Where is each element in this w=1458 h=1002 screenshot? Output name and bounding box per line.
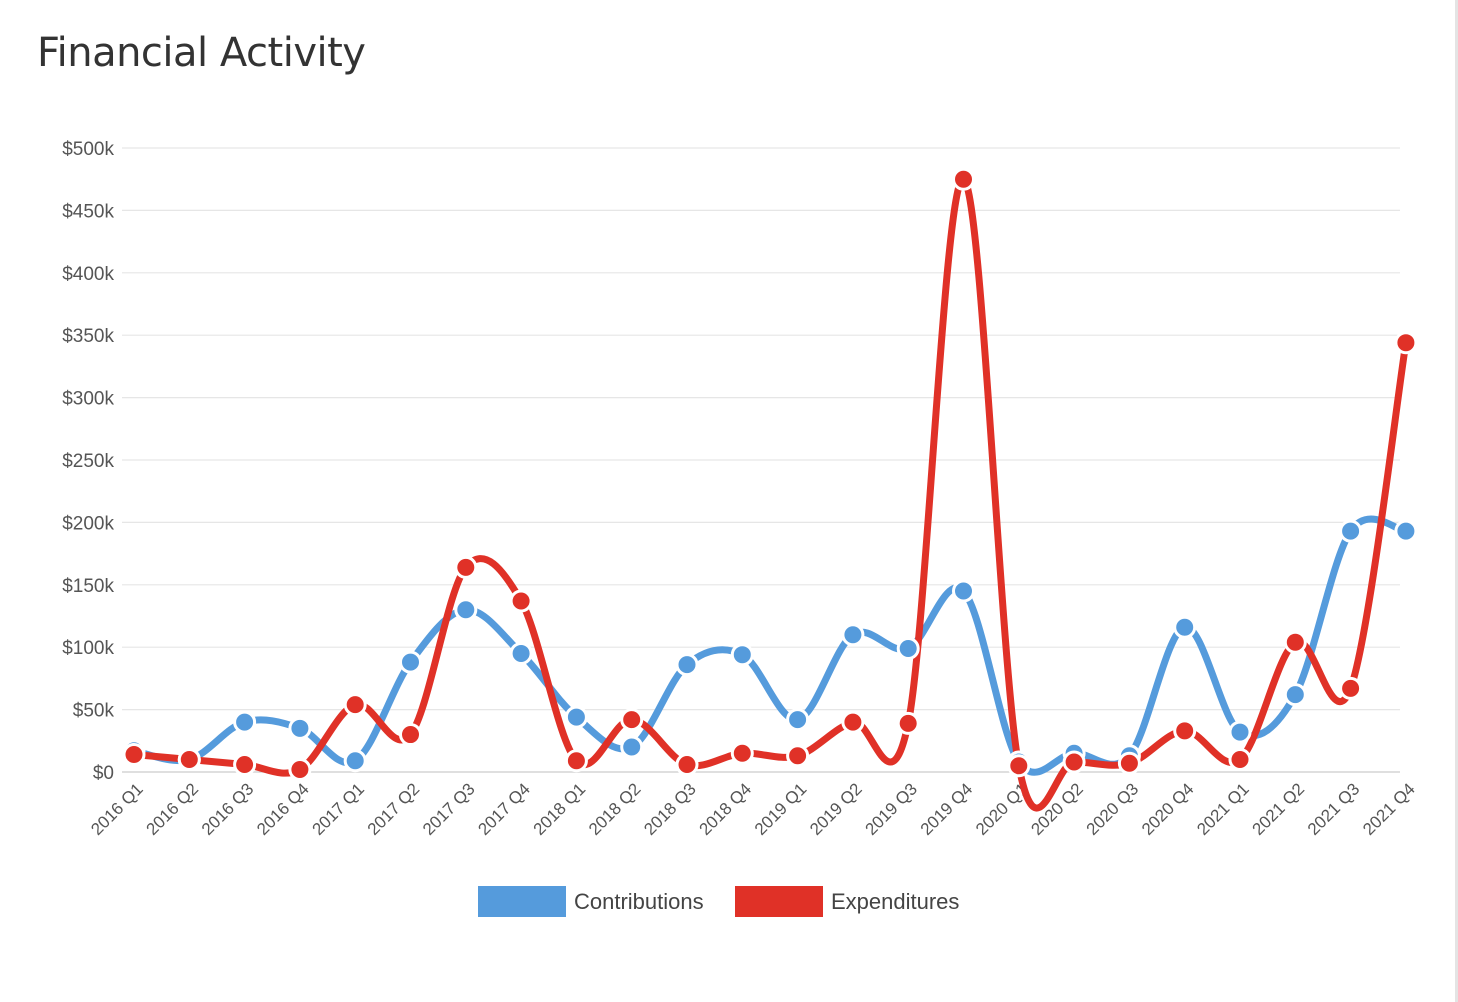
y-tick-label: $250k [62,451,114,472]
expenditures-point [1007,754,1031,778]
legend-swatch-expenditures [735,886,823,917]
expenditures-point [786,744,810,768]
x-tick-label: 2019 Q4 [917,779,977,839]
contributions-line [130,515,1410,776]
expenditures-point [1394,331,1418,355]
x-tick-label: 2016 Q3 [198,779,258,839]
x-tick-label: 2019 Q2 [806,779,866,839]
x-tick-label: 2017 Q2 [364,779,424,839]
legend: Contributions Expenditures [478,886,959,917]
expenditures-point [620,708,644,732]
series-points [122,167,1418,782]
y-axis: $0 $50k $100k $150k $200k $250k $300k $350k $400… [62,139,114,784]
expenditures-point [454,555,478,579]
y-tick-label: $450k [62,201,114,222]
contributions-point [343,749,367,773]
expenditures-point [509,589,533,613]
expenditures-point [952,167,975,191]
x-tick-label: 2016 Q4 [253,779,313,839]
x-tick-label: 2018 Q2 [585,779,645,839]
expenditures-point [564,749,588,773]
expenditures-point [177,748,201,772]
x-tick-label: 2019 Q1 [751,779,811,839]
expenditures-point [675,753,699,777]
expenditures-point [896,711,920,735]
expenditures-point [399,723,422,747]
contributions-point [1283,683,1307,707]
contributions-point [233,710,257,734]
x-tick-label: 2020 Q3 [1083,779,1143,839]
x-tick-label: 2017 Q4 [474,779,534,839]
x-tick-label: 2017 Q1 [308,779,368,839]
expenditures-point [841,710,865,734]
contributions-point [952,579,975,603]
expenditures-point [343,693,367,717]
legend-swatch-contributions [478,886,566,917]
page-edge-divider [1455,0,1458,1002]
legend-label-contributions: Contributions [574,889,704,914]
y-tick-label: $150k [62,576,114,597]
x-tick-label: 2016 Q2 [143,779,203,839]
contributions-point [454,598,478,622]
x-tick-label: 2021 Q4 [1359,779,1419,839]
contributions-point [399,650,422,674]
expenditures-point [233,753,257,777]
x-tick-label: 2021 Q3 [1304,779,1364,839]
chart-title: Financial Activity [37,30,366,76]
grid [122,147,1400,773]
contributions-point [509,641,533,665]
x-tick-label: 2017 Q3 [419,779,479,839]
y-tick-label: $200k [62,513,114,534]
expenditures-point [1228,748,1252,772]
contributions-point [841,623,865,647]
expenditures-point [730,741,754,765]
contributions-point [675,653,699,677]
series-lines [130,175,1410,812]
x-tick-label: 2021 Q1 [1193,779,1253,839]
contributions-point [786,708,810,732]
y-tick-label: $350k [62,326,114,347]
x-tick-label: 2018 Q3 [640,779,700,839]
contributions-point [1173,615,1197,639]
contributions-point [1339,519,1363,543]
y-tick-label: $400k [62,264,114,285]
expenditures-point [122,743,146,767]
y-tick-label: $300k [62,389,114,410]
legend-label-expenditures: Expenditures [831,889,959,914]
y-tick-label: $50k [73,701,115,722]
contributions-point [564,705,588,729]
contributions-point [620,735,644,759]
contributions-point [730,643,754,667]
y-tick-label: $100k [62,638,114,659]
x-tick-label: 2018 Q1 [530,779,590,839]
expenditures-line [130,175,1410,812]
y-tick-label: $0 [93,763,114,784]
expenditures-point [1062,750,1086,774]
x-tick-label: 2020 Q4 [1138,779,1198,839]
contributions-point [1394,519,1418,543]
contributions-point [896,636,920,660]
expenditures-point [1339,676,1363,700]
x-tick-label: 2019 Q3 [861,779,921,839]
x-tick-label: 2021 Q2 [1249,779,1309,839]
expenditures-point [1173,719,1197,743]
expenditures-point [1117,751,1141,775]
expenditures-point [288,758,312,782]
y-tick-label: $500k [62,139,114,160]
x-tick-label: 2018 Q4 [696,779,756,839]
expenditures-point [1283,630,1307,654]
contributions-point [288,716,312,740]
x-tick-label: 2016 Q1 [87,779,147,839]
contributions-point [1228,720,1252,744]
